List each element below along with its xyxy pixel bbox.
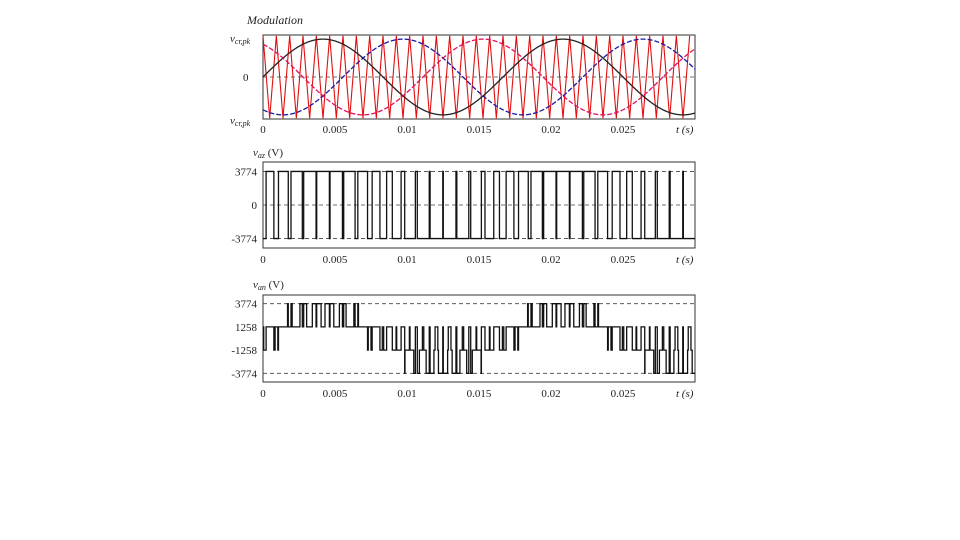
- x-tick-label: 0.015: [467, 124, 492, 136]
- y-tick-label: 3774: [235, 166, 258, 178]
- x-tick-label: 0: [260, 124, 266, 136]
- x-tick-label: 0.025: [611, 254, 636, 266]
- ytick-top: vcr,pk: [230, 33, 251, 46]
- modulation-plot-area: [262, 35, 696, 119]
- vaz-ylabel: vaz (V): [253, 147, 283, 160]
- y-tick-label: 1258: [235, 322, 258, 334]
- x-tick-label: 0.015: [467, 388, 492, 400]
- vaz-waveform: [263, 170, 695, 240]
- x-tick-label: 0.025: [611, 124, 636, 136]
- x-tick-label: 0.005: [323, 388, 348, 400]
- x-tick-label: 0.005: [323, 124, 348, 136]
- van-xlabel: t (s): [676, 388, 694, 400]
- x-tick-label: 0.01: [397, 124, 416, 136]
- ytick-zero: 0: [243, 72, 249, 84]
- x-tick-label: 0.01: [397, 388, 416, 400]
- reference-line-2: [262, 38, 696, 116]
- ytick-bottom: vcr,pk: [230, 115, 251, 128]
- x-tick-label: 0.02: [541, 124, 560, 136]
- x-tick-label: 0.02: [541, 254, 560, 266]
- y-tick-label: -3774: [231, 234, 257, 246]
- x-tick-label: 0: [260, 254, 266, 266]
- van-x-ticks: 0 0.005 0.01 0.015 0.02 0.025: [260, 388, 636, 400]
- y-tick-label: 0: [252, 200, 258, 212]
- van-frame: [262, 294, 696, 383]
- x-tick-label: 0.01: [397, 254, 416, 266]
- vaz-x-ticks: 0 0.005 0.01 0.015 0.02 0.025: [260, 254, 636, 266]
- van-plot-area: [263, 303, 695, 374]
- x-tick-label: 0.005: [323, 254, 348, 266]
- van-y-ticks: 3774 1258 -1258 -3774: [231, 299, 257, 381]
- x-tick-label: 0.015: [467, 254, 492, 266]
- vaz-plot-area: [263, 170, 695, 240]
- van-panel: van (V) 3774 1258 -1258 -3774 0 0.005 0.01 0.0…: [231, 279, 696, 400]
- carrier-line: [262, 35, 691, 119]
- modulation-panel: Modulation vcr,pk 0 vcr,pk 0 0.005 0.01 0.0…: [230, 13, 696, 136]
- van-ylabel: van (V): [253, 279, 284, 292]
- y-tick-label: 3774: [235, 299, 258, 311]
- modulation-title: Modulation: [246, 13, 303, 27]
- x-tick-label: 0: [260, 388, 266, 400]
- y-tick-label: -3774: [231, 368, 257, 380]
- reference-line-1: [262, 38, 696, 116]
- vaz-xlabel: t (s): [676, 254, 694, 266]
- x-tick-label: 0.025: [611, 388, 636, 400]
- y-tick-label: -1258: [231, 345, 257, 357]
- x-tick-label: 0.02: [541, 388, 560, 400]
- modulation-xlabel: t (s): [676, 124, 694, 136]
- reference-line-3: [262, 38, 696, 116]
- modulation-x-ticks: 0 0.005 0.01 0.015 0.02 0.025: [260, 124, 636, 136]
- vaz-y-ticks: 3774 0 -3774: [231, 166, 257, 245]
- van-waveform: [263, 303, 695, 374]
